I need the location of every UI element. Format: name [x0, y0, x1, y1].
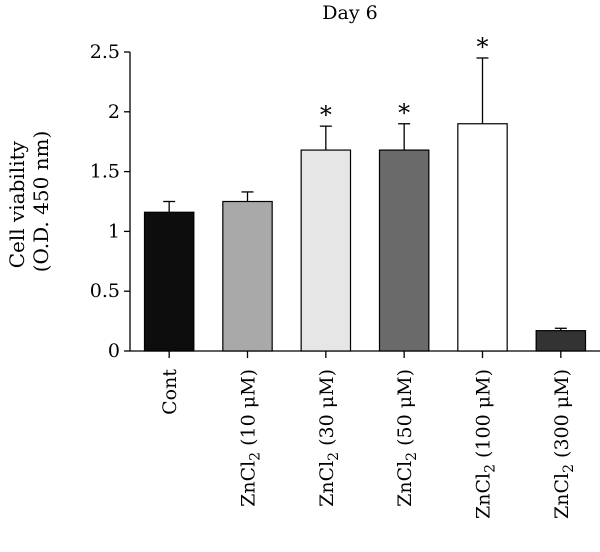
x-tick-label: ZnCl2 (50 μM): [394, 369, 420, 507]
chart-title: Day 6: [322, 2, 377, 24]
x-tick-label: Cont: [159, 369, 181, 415]
x-tick-label: ZnCl2 (30 μM): [316, 369, 342, 507]
bar: [457, 123, 508, 352]
y-tick-label: 1.5: [90, 161, 120, 183]
y-tick-label: 2.5: [90, 41, 120, 63]
bars: * * *: [143, 33, 587, 352]
significance-marker: *: [477, 33, 489, 61]
y-tick-label: 0: [108, 340, 120, 362]
y-axis-label-line-1: Cell viability: [5, 140, 29, 268]
axes: 0 0.5 1 1.5 2 2.5: [90, 41, 600, 362]
y-axis-label: Cell viability (O.D. 450 nm): [5, 131, 53, 273]
x-tick-label: ZnCl2 (10 μM): [238, 369, 264, 507]
bar: [222, 200, 273, 352]
x-tick-labels: Cont ZnCl2 (10 μM) ZnCl2 (30 μM) ZnCl2 (50 …: [159, 369, 577, 519]
significance-marker: *: [320, 101, 332, 129]
y-tick-label: 0.5: [90, 280, 120, 302]
bar: [300, 149, 352, 352]
y-axis-label-line-2: (O.D. 450 nm): [29, 131, 53, 273]
y-tick-label: 1: [108, 220, 120, 242]
bar: [535, 330, 587, 352]
y-tick-label: 2: [108, 101, 120, 123]
bar: [378, 149, 430, 352]
bar: [143, 211, 195, 352]
x-tick-label: ZnCl2 (300 μM): [551, 369, 577, 519]
significance-marker: *: [398, 99, 410, 127]
x-tick-label: ZnCl2 (100 μM): [473, 369, 499, 519]
